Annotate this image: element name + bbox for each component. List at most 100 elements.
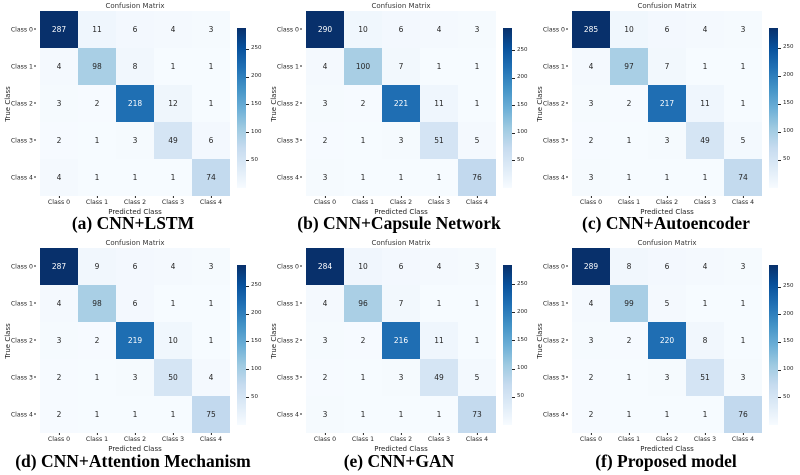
heatmap-cell: 2 [572, 122, 610, 159]
heatmap-cell: 2 [572, 396, 610, 433]
heatmap-cell: 8 [610, 248, 648, 285]
heatmap-cell: 2 [78, 322, 116, 359]
y-tick-label: Class 0 [0, 26, 36, 33]
panel-caption: (a) CNN+LSTM [71, 213, 195, 233]
y-tick-label: Class 1 [532, 63, 568, 70]
heatmap-cell: 49 [686, 122, 724, 159]
heatmap-cell: 219 [116, 322, 154, 359]
y-tick-label: Class 1 [266, 300, 302, 307]
heatmap-cell: 5 [458, 359, 496, 396]
colorbar-tick-label: 250 [251, 282, 262, 289]
x-tick-label: Class 1 [351, 433, 375, 443]
heatmap-cell: 3 [724, 359, 762, 396]
heatmap-cell: 1 [344, 122, 382, 159]
colorbar-tick-label: 200 [251, 310, 262, 316]
colorbar-tick-label: 250 [517, 280, 528, 287]
confusion-panel-d: Confusion Matrix True Class 287 9 6 4 3 4 98 6 1 1 3… [0, 237, 266, 475]
y-tick-label: Class 3 [0, 137, 36, 144]
colorbar-tick-mark [512, 105, 515, 107]
plot-title: Confusion Matrix [637, 239, 697, 247]
confusion-panel-a: Confusion Matrix True Class 287 11 6 4 3 4 98 8 1 1… [0, 0, 266, 237]
heatmap-cell: 49 [420, 359, 458, 396]
heatmap-cell: 10 [154, 322, 192, 359]
heatmap-cell: 1 [344, 159, 382, 196]
heatmap-cell: 4 [40, 48, 78, 85]
colorbar-tick-label: 100 [783, 366, 794, 373]
heatmap-cell: 1 [458, 85, 496, 122]
x-tick-label: Class 4 [465, 196, 489, 206]
heatmap-cell: 221 [382, 85, 420, 122]
colorbar-tick-mark [778, 397, 781, 399]
colorbar-tick-mark [246, 341, 249, 343]
heatmap-cell: 74 [724, 159, 762, 196]
heatmap-cell: 1 [420, 285, 458, 322]
heatmap-cell: 2 [78, 85, 116, 122]
x-tick-label: Class 0 [579, 433, 603, 443]
heatmap-cell: 7 [648, 48, 686, 85]
colorbar-tick-mark [512, 77, 515, 79]
heatmap-cell: 6 [382, 11, 420, 48]
colorbar-tick-label: 250 [783, 44, 794, 51]
heatmap-cell: 3 [40, 322, 78, 359]
colorbar-tick-mark [778, 103, 781, 105]
x-tick-label: Class 1 [617, 433, 641, 443]
colorbar-tick-label: 250 [783, 283, 794, 290]
heatmap-cell: 4 [420, 11, 458, 48]
heatmap-cell: 3 [458, 248, 496, 285]
y-tick-label: Class 3 [532, 137, 568, 144]
colorbar-tick-label: 50 [783, 156, 790, 163]
y-tick-label: Class 1 [266, 63, 302, 70]
colorbar-tick-label: 200 [251, 73, 262, 79]
heatmap-cell: 1 [686, 285, 724, 322]
heatmap-cell: 7 [382, 285, 420, 322]
colorbar-tick-mark [512, 312, 515, 314]
colorbar-tick-label: 250 [517, 46, 528, 53]
heatmap-cell: 99 [610, 285, 648, 322]
x-tick-label: Class 1 [351, 196, 375, 206]
heatmap-cell: 1 [724, 85, 762, 122]
colorbar-tick-label: 50 [251, 393, 258, 400]
colorbar-tick-mark [246, 397, 249, 399]
plot-title: Confusion Matrix [371, 2, 431, 10]
colorbar-tick-label: 200 [783, 310, 794, 317]
heatmap-cell: 1 [724, 322, 762, 359]
panel-caption: (f) Proposed model [595, 451, 737, 471]
heatmap-cell: 287 [40, 248, 78, 285]
x-tick-label: Class 4 [199, 433, 223, 443]
heatmap-cell: 5 [648, 285, 686, 322]
colorbar-tick-label: 150 [251, 337, 262, 344]
heatmap-cell: 3 [192, 11, 230, 48]
panel-caption: (d) CNN+Attention Mechanism [15, 451, 251, 471]
colorbar-tick-label: 150 [517, 336, 528, 343]
x-tick-label: Class 1 [85, 433, 109, 443]
x-tick-label: Class 4 [199, 196, 223, 206]
y-tick-label: Class 0 [532, 26, 568, 33]
heatmap-cell: 3 [116, 359, 154, 396]
heatmap-cell: 1 [154, 396, 192, 433]
colorbar-tick-mark [512, 396, 515, 398]
heatmap-cell: 2 [40, 359, 78, 396]
heatmap-cell: 2 [40, 122, 78, 159]
colorbar-tick-label: 100 [783, 128, 794, 135]
y-tick-label: Class 2 [0, 337, 36, 344]
heatmap-cell: 2 [344, 322, 382, 359]
heatmap-grid: 285 10 6 4 3 4 97 7 1 1 3 2 217 11 1 2 1 3 49 5 3 1 1 1 74 [572, 11, 762, 196]
heatmap-cell: 1 [192, 85, 230, 122]
heatmap-cell: 5 [458, 122, 496, 159]
heatmap-grid: 290 10 6 4 3 4 100 7 1 1 3 2 221 11 1 2 1 3 51 5 3 1 1 1 76 [306, 11, 496, 196]
y-tick-label: Class 3 [266, 374, 302, 381]
heatmap-cell: 4 [306, 48, 344, 85]
heatmap-grid: 284 10 6 4 3 4 96 7 1 1 3 2 216 11 1 2 1 3 49 5 3 1 1 1 73 [306, 248, 496, 433]
colorbar-tick-mark [246, 369, 249, 371]
heatmap-cell: 4 [420, 248, 458, 285]
heatmap-cell: 6 [116, 285, 154, 322]
heatmap-cell: 75 [192, 396, 230, 433]
x-axis-label: Predicted Class [108, 445, 162, 453]
colorbar-tick-label: 100 [251, 128, 262, 135]
heatmap-cell: 6 [192, 122, 230, 159]
heatmap-cell: 9 [78, 248, 116, 285]
x-tick-label: Class 0 [313, 433, 337, 443]
heatmap-cell: 3 [306, 322, 344, 359]
colorbar-tick-label: 150 [783, 100, 794, 107]
